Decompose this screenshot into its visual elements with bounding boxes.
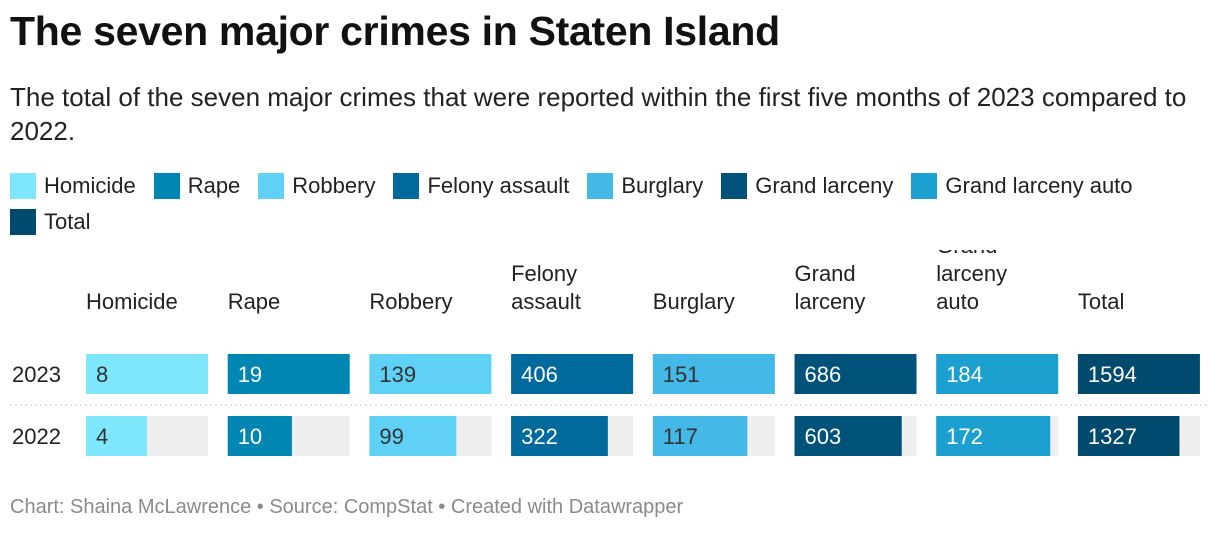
legend-item: Homicide bbox=[10, 168, 136, 204]
bar bbox=[1077, 416, 1180, 456]
bar bbox=[794, 416, 902, 456]
bar bbox=[86, 416, 147, 456]
chart-title: The seven major crimes in Staten Island bbox=[10, 8, 780, 54]
legend-label: Felony assault bbox=[427, 173, 570, 198]
column-header: Felony bbox=[511, 261, 577, 286]
bar bbox=[652, 354, 775, 394]
bar-value-label: 184 bbox=[946, 362, 983, 387]
legend-label: Total bbox=[44, 209, 91, 234]
chart-footer: Chart: Shaina McLawrence • Source: CompS… bbox=[10, 496, 684, 518]
bar-value-label: 1594 bbox=[1088, 362, 1137, 387]
legend-label: Grand larceny auto bbox=[945, 173, 1133, 198]
legend-swatch bbox=[587, 173, 614, 199]
legend-label: Homicide bbox=[44, 173, 136, 198]
column-header: auto bbox=[936, 289, 979, 314]
legend-swatch bbox=[721, 173, 748, 199]
bar-value-label: 322 bbox=[521, 424, 558, 449]
column-header: Grand bbox=[936, 250, 997, 258]
column-header: larceny bbox=[936, 261, 1007, 286]
bar bbox=[1077, 354, 1200, 394]
bar bbox=[86, 354, 208, 394]
column-header: Robbery bbox=[369, 289, 452, 314]
bar bbox=[227, 354, 350, 394]
legend-swatch bbox=[258, 173, 285, 199]
bar-value-label: 406 bbox=[521, 362, 558, 387]
legend-item: Rape bbox=[153, 168, 241, 204]
legend-item: Total bbox=[10, 204, 90, 240]
column-header: assault bbox=[511, 289, 581, 314]
legend-swatch bbox=[911, 173, 938, 199]
chart-subtitle: The total of the seven major crimes that… bbox=[10, 82, 1187, 146]
row-label: 2023 bbox=[12, 362, 61, 387]
bar-value-label: 8 bbox=[96, 362, 108, 387]
bar-value-label: 117 bbox=[663, 424, 698, 449]
legend-item: Grand larceny auto bbox=[911, 168, 1133, 204]
legend-item: Felony assault bbox=[393, 168, 569, 204]
bar-value-label: 172 bbox=[946, 424, 983, 449]
bar bbox=[227, 416, 292, 456]
bar-value-label: 99 bbox=[379, 424, 403, 449]
bar-chart: Homicide Rape Robbery Felony assault Burglary… bbox=[10, 250, 1208, 456]
bar-value-label: 1327 bbox=[1088, 424, 1137, 449]
legend-label: Grand larceny bbox=[755, 173, 894, 198]
bar bbox=[511, 354, 634, 394]
bar-value-label: 686 bbox=[805, 362, 842, 387]
legend-item: Grand larceny bbox=[721, 168, 893, 204]
column-header: Burglary bbox=[653, 289, 735, 314]
column-header: Rape bbox=[228, 289, 281, 314]
bar bbox=[936, 354, 1059, 394]
legend-swatch bbox=[10, 209, 36, 235]
bar bbox=[369, 354, 492, 394]
legend-swatch bbox=[393, 173, 420, 199]
legend-swatch bbox=[10, 173, 36, 199]
legend: Homicide Rape Robbery Felony assault Burglar… bbox=[10, 168, 1200, 240]
column-header: Grand bbox=[795, 261, 856, 286]
legend-label: Rape bbox=[187, 173, 241, 198]
bar bbox=[936, 416, 1051, 456]
column-header: larceny bbox=[795, 289, 866, 314]
bar-value-label: 151 bbox=[663, 362, 700, 387]
bar-value-label: 4 bbox=[96, 424, 108, 449]
column-header: Total bbox=[1078, 289, 1124, 314]
bar-value-label: 19 bbox=[238, 362, 262, 387]
bar-value-label: 10 bbox=[238, 424, 262, 449]
legend-swatch bbox=[153, 173, 180, 199]
bar bbox=[511, 416, 608, 456]
bar bbox=[369, 416, 457, 456]
legend-item: Robbery bbox=[258, 168, 375, 204]
bar bbox=[794, 354, 917, 394]
column-header: Homicide bbox=[86, 289, 178, 314]
row-label: 2022 bbox=[12, 424, 61, 449]
bar bbox=[652, 416, 748, 456]
legend-item: Burglary bbox=[587, 168, 703, 204]
legend-label: Robbery bbox=[292, 173, 376, 198]
legend-label: Burglary bbox=[621, 173, 704, 198]
bar-value-label: 603 bbox=[805, 424, 842, 449]
bar-value-label: 139 bbox=[379, 362, 416, 387]
